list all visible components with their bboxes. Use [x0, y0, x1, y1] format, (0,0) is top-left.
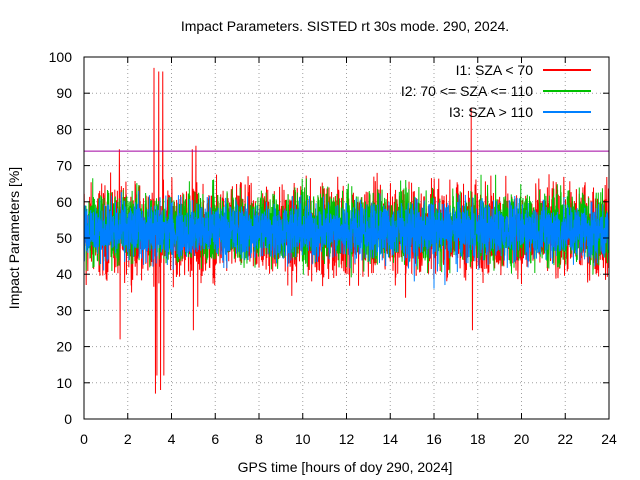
- x-tick-label: 2: [124, 431, 132, 447]
- y-tick-label: 20: [56, 339, 72, 355]
- x-tick-label: 8: [255, 431, 263, 447]
- series-lines: [83, 67, 610, 394]
- y-tick-label: 90: [56, 85, 72, 101]
- x-tick-label: 4: [168, 431, 176, 447]
- y-tick-label: 100: [49, 49, 73, 65]
- legend: I1: SZA < 70 I2: 70 <= SZA <= 110 I3: SZA …: [401, 62, 591, 120]
- legend-label-2: I2: 70 <= SZA <= 110: [401, 83, 533, 99]
- x-tick-label: 0: [80, 431, 88, 447]
- y-axis-title: Impact Parameters [%]: [6, 167, 22, 309]
- chart-title: Impact Parameters. SISTED rt 30s mode. 2…: [181, 18, 509, 34]
- y-tick-label: 50: [56, 230, 72, 246]
- y-tick-label: 30: [56, 302, 72, 318]
- x-tick-label: 16: [426, 431, 442, 447]
- x-tick-label: 24: [601, 431, 617, 447]
- y-tick-label: 40: [56, 266, 72, 282]
- y-tick-label: 60: [56, 194, 72, 210]
- y-tick-label: 80: [56, 121, 72, 137]
- axis-ticks: 0 2 4 6 8 10 12 14 16 18 20 22 240102030405060708090…: [49, 49, 617, 447]
- x-axis-title: GPS time [hours of doy 290, 2024]: [238, 459, 453, 475]
- y-tick-label: 10: [56, 375, 72, 391]
- y-tick-label: 70: [56, 158, 72, 174]
- series-line-3: [83, 190, 610, 289]
- x-tick-label: 14: [382, 431, 398, 447]
- x-tick-label: 6: [211, 431, 219, 447]
- legend-label-3: I3: SZA > 110: [449, 104, 533, 120]
- x-tick-label: 20: [514, 431, 530, 447]
- x-tick-label: 10: [295, 431, 311, 447]
- x-tick-label: 18: [470, 431, 486, 447]
- y-tick-label: 0: [64, 411, 72, 427]
- x-tick-label: 12: [339, 431, 355, 447]
- x-tick-label: 22: [557, 431, 573, 447]
- legend-label-1: I1: SZA < 70: [456, 62, 534, 78]
